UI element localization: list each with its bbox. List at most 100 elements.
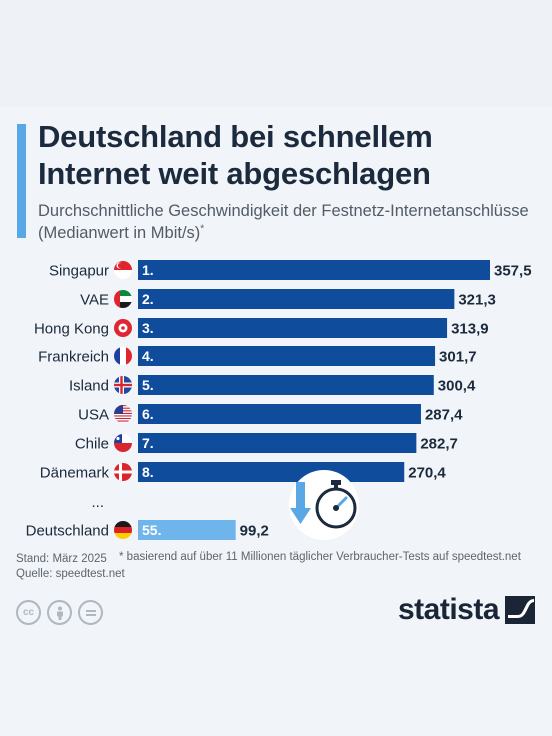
chart-subtitle: Durchschnittliche Geschwindigkeit der Fe… bbox=[38, 200, 538, 244]
flag-part bbox=[114, 443, 132, 452]
title-accent-bar bbox=[17, 124, 26, 238]
stopwatch-icon bbox=[289, 470, 359, 540]
category-label: Dänemark bbox=[40, 465, 110, 482]
cc-icon[interactable]: cc bbox=[16, 600, 41, 625]
hong-kong-flag bbox=[114, 319, 132, 337]
flag-part bbox=[114, 421, 132, 423]
flag-part bbox=[114, 417, 132, 420]
value-label: 313,9 bbox=[451, 321, 489, 338]
flag-part bbox=[114, 470, 132, 474]
category-label: Frankreich bbox=[38, 349, 109, 366]
attribution-icon[interactable] bbox=[47, 600, 72, 625]
value-label: 287,4 bbox=[425, 407, 463, 424]
category-label: Hong Kong bbox=[34, 321, 109, 338]
flag-part bbox=[121, 326, 125, 330]
bar bbox=[138, 433, 417, 453]
rank-label: 5. bbox=[142, 377, 154, 393]
rank-label: 4. bbox=[142, 348, 154, 364]
download-arrow-head bbox=[290, 508, 311, 524]
flag-part bbox=[117, 262, 124, 269]
flag-body bbox=[114, 261, 132, 279]
flag-body bbox=[114, 376, 132, 394]
flag-part bbox=[114, 527, 132, 533]
flag-part bbox=[114, 290, 132, 296]
bar bbox=[138, 260, 490, 280]
license-icons: cc bbox=[16, 600, 103, 625]
bar bbox=[138, 404, 421, 424]
brand-wordmark: statista bbox=[398, 593, 500, 626]
category-label: VAE bbox=[80, 292, 109, 309]
flag-part bbox=[114, 434, 132, 443]
statista-logo-icon bbox=[505, 596, 536, 624]
france-flag bbox=[114, 347, 132, 365]
flag-part bbox=[126, 347, 132, 365]
bar bbox=[138, 289, 455, 309]
category-label: Singapur bbox=[49, 263, 109, 280]
flag-part bbox=[114, 533, 132, 539]
stopwatch-crown bbox=[331, 480, 341, 485]
category-label: Deutschland bbox=[26, 523, 109, 540]
bar bbox=[138, 462, 405, 482]
flag-part bbox=[114, 416, 132, 418]
no-derivatives-icon[interactable] bbox=[78, 600, 103, 625]
flag-part bbox=[114, 419, 132, 421]
download-arrow-shaft bbox=[296, 482, 305, 510]
rank-label: 55. bbox=[142, 522, 161, 538]
value-label: 301,7 bbox=[439, 349, 477, 366]
bar-chart: 1. 357,5 Singapur 2. 321,3 VAE 3. 313,9 Hong Kon… bbox=[26, 260, 532, 540]
rank-label: 8. bbox=[142, 464, 154, 480]
value-label: 282,7 bbox=[420, 436, 458, 453]
stopwatch-pivot bbox=[333, 505, 339, 511]
flag-part bbox=[114, 270, 132, 279]
flag-part bbox=[114, 521, 132, 527]
top-band bbox=[0, 0, 552, 107]
flag-part bbox=[116, 436, 120, 441]
flag-part bbox=[114, 420, 132, 422]
footer-date: Stand: März 2025 bbox=[16, 553, 107, 565]
flag-part bbox=[114, 296, 132, 302]
flag-body bbox=[114, 521, 132, 539]
uae-flag bbox=[114, 290, 132, 308]
category-label: USA bbox=[78, 407, 109, 424]
germany-flag bbox=[114, 521, 132, 539]
subtitle-footnote-mark: * bbox=[200, 223, 205, 235]
iceland-flag bbox=[114, 376, 132, 394]
rank-label: 3. bbox=[142, 320, 154, 336]
flag-part bbox=[114, 383, 132, 387]
flag-body bbox=[114, 290, 132, 308]
flag-body bbox=[114, 347, 132, 365]
subtitle-text: Durchschnittliche Geschwindigkeit der Fe… bbox=[38, 202, 529, 242]
chart-title: Deutschland bei schnellem Internet weit … bbox=[38, 119, 433, 191]
singapore-flag bbox=[114, 261, 132, 279]
flag-part bbox=[114, 414, 132, 416]
stopwatch-backdrop bbox=[289, 470, 359, 540]
value-label: 357,5 bbox=[494, 263, 532, 280]
value-label: 300,4 bbox=[438, 378, 476, 395]
category-label: Island bbox=[69, 378, 109, 395]
flag-part bbox=[114, 302, 132, 308]
bar bbox=[138, 375, 434, 395]
gap-ellipsis: ... bbox=[91, 494, 104, 511]
rank-label: 7. bbox=[142, 435, 154, 451]
flag-part bbox=[114, 415, 132, 417]
rank-label: 6. bbox=[142, 406, 154, 422]
bar bbox=[138, 318, 448, 338]
bar bbox=[138, 346, 436, 366]
flag-body bbox=[114, 463, 132, 481]
rank-label: 1. bbox=[142, 262, 154, 278]
statista-brand[interactable]: statista bbox=[398, 593, 536, 627]
flag-part bbox=[114, 405, 123, 414]
category-label: Chile bbox=[75, 436, 109, 453]
stopwatch-stem bbox=[334, 484, 338, 490]
flag-part bbox=[114, 347, 120, 365]
flag-body bbox=[114, 405, 132, 423]
footer-note: * basierend auf über 11 Millionen täglic… bbox=[119, 551, 521, 563]
flag-part bbox=[114, 290, 120, 308]
footer-source: Quelle: speedtest.net bbox=[16, 568, 125, 580]
value-label: 99,2 bbox=[240, 523, 269, 540]
flag-body bbox=[114, 434, 132, 452]
value-label: 321,3 bbox=[458, 292, 496, 309]
chile-flag bbox=[114, 434, 132, 452]
usa-flag bbox=[114, 405, 132, 423]
bar-highlight bbox=[138, 520, 236, 540]
